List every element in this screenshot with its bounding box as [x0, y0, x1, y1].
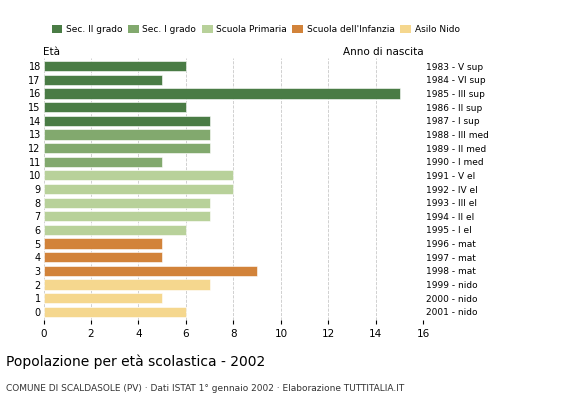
Text: COMUNE DI SCALDASOLE (PV) · Dati ISTAT 1° gennaio 2002 · Elaborazione TUTTITALIA: COMUNE DI SCALDASOLE (PV) · Dati ISTAT 1… [6, 384, 404, 393]
Bar [44, 102, 186, 112]
Bar [44, 225, 186, 235]
Bar [44, 252, 162, 262]
Legend: Sec. II grado, Sec. I grado, Scuola Primaria, Scuola dell'Infanzia, Asilo Nido: Sec. II grado, Sec. I grado, Scuola Prim… [48, 22, 463, 38]
Bar [44, 61, 186, 71]
Bar [44, 170, 233, 180]
Bar [44, 280, 210, 290]
Text: Anno di nascita: Anno di nascita [343, 48, 423, 58]
Bar [44, 293, 162, 303]
Bar [44, 129, 210, 140]
Bar [44, 266, 257, 276]
Bar [44, 184, 233, 194]
Bar [44, 198, 210, 208]
Text: Età: Età [44, 48, 60, 58]
Bar [44, 88, 400, 98]
Bar [44, 143, 210, 153]
Bar [44, 156, 162, 167]
Bar [44, 75, 162, 85]
Bar [44, 211, 210, 222]
Bar [44, 116, 210, 126]
Bar [44, 307, 186, 317]
Text: Popolazione per età scolastica - 2002: Popolazione per età scolastica - 2002 [6, 354, 265, 369]
Bar [44, 238, 162, 249]
